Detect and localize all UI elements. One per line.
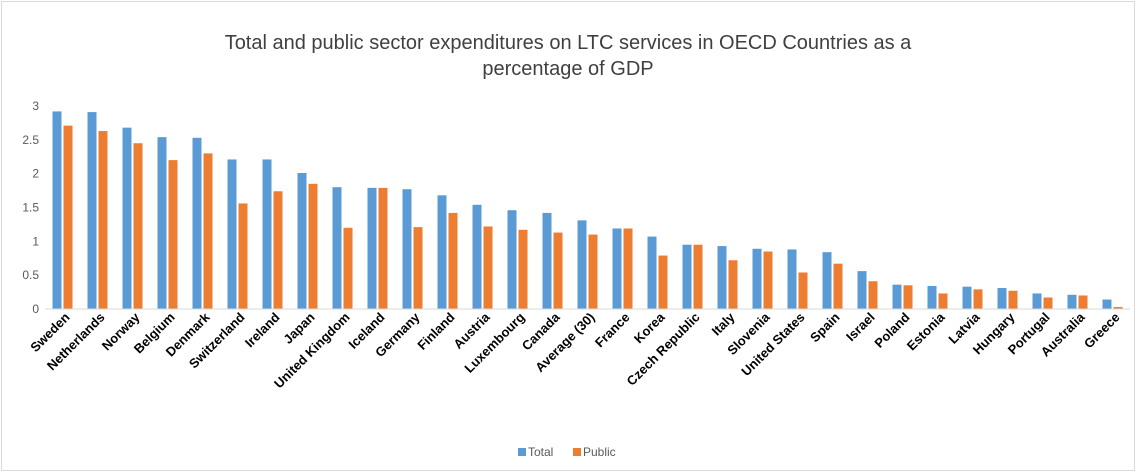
bar-public [133,143,143,309]
legend-label-public: Public [583,445,616,459]
x-tick-label: Greece [1081,310,1123,352]
bar-public [518,229,528,309]
bar-total [192,137,202,309]
bar-public [448,212,458,309]
bar-public [413,227,423,309]
bar-public [798,272,808,309]
bar-total [997,288,1007,309]
bar-total [787,249,797,309]
x-tick-label: Estonia [904,309,948,353]
x-tick-label: United States [738,310,807,379]
bar-total [1067,294,1077,309]
bar-total [1102,299,1112,309]
bar-total [822,252,832,309]
x-tick-label: Ireland [242,309,283,350]
bar-public [658,255,668,309]
bar-public [1078,295,1088,309]
bar-total [1032,293,1042,309]
bar-public [833,263,843,309]
bar-public [168,160,178,309]
bar-total [927,285,937,309]
bar-total [647,236,657,309]
bar-public [868,281,878,309]
bar-public [623,228,633,309]
legend-swatch-total [518,448,526,456]
y-tick-label: 0 [32,302,39,316]
bar-public [693,244,703,309]
bar-total [437,195,447,309]
bar-public [378,187,388,309]
bar-total [367,187,377,309]
bar-public [63,125,73,309]
bar-public [483,226,493,309]
y-tick-label: 3 [32,99,39,113]
legend-label-total: Total [528,445,553,459]
bar-public [1113,306,1123,309]
y-tick-label: 0.5 [22,268,39,282]
bar-public [728,260,738,309]
bar-total [87,112,97,309]
bar-total [892,284,902,309]
bar-public [1043,297,1053,309]
bar-public [763,251,773,309]
x-tick-label: Finland [414,309,457,352]
bar-total [962,286,972,309]
bar-public [553,232,563,309]
bar-total [507,210,517,309]
bar-public [973,289,983,309]
y-tick-label: 1 [32,234,39,248]
bar-total [297,172,307,309]
bar-total [752,248,762,309]
bar-public [203,153,213,309]
bar-total [577,220,587,309]
bar-total [227,159,237,309]
bar-public [903,285,913,309]
bar-public [238,203,248,309]
chart-title-container: Total and public sector expenditures on … [0,30,1136,82]
y-tick-label: 2.5 [22,133,39,147]
y-tick-label: 1.5 [22,201,39,215]
bar-total [542,212,552,309]
bar-total [402,189,412,309]
x-tick-label: Spain [807,309,843,345]
bar-total [157,137,167,309]
bar-public [308,183,318,309]
bar-total [682,244,692,309]
bar-total [472,204,482,309]
bar-total [52,111,62,309]
legend-swatch-public [573,448,581,456]
bar-public [273,191,283,309]
bar-total [262,159,272,309]
chart-title: Total and public sector expenditures on … [224,32,912,80]
bar-total [332,187,342,309]
bar-public [343,227,353,309]
bar-total [612,228,622,309]
bar-public [938,293,948,309]
y-tick-label: 2 [32,167,39,181]
bar-public [588,234,598,309]
bar-total [122,127,132,309]
bar-total [857,271,867,309]
bar-public [98,131,108,309]
bar-public [1008,290,1018,309]
x-tick-label: Italy [709,309,739,339]
x-tick-label: France [592,310,633,351]
bar-total [717,246,727,309]
